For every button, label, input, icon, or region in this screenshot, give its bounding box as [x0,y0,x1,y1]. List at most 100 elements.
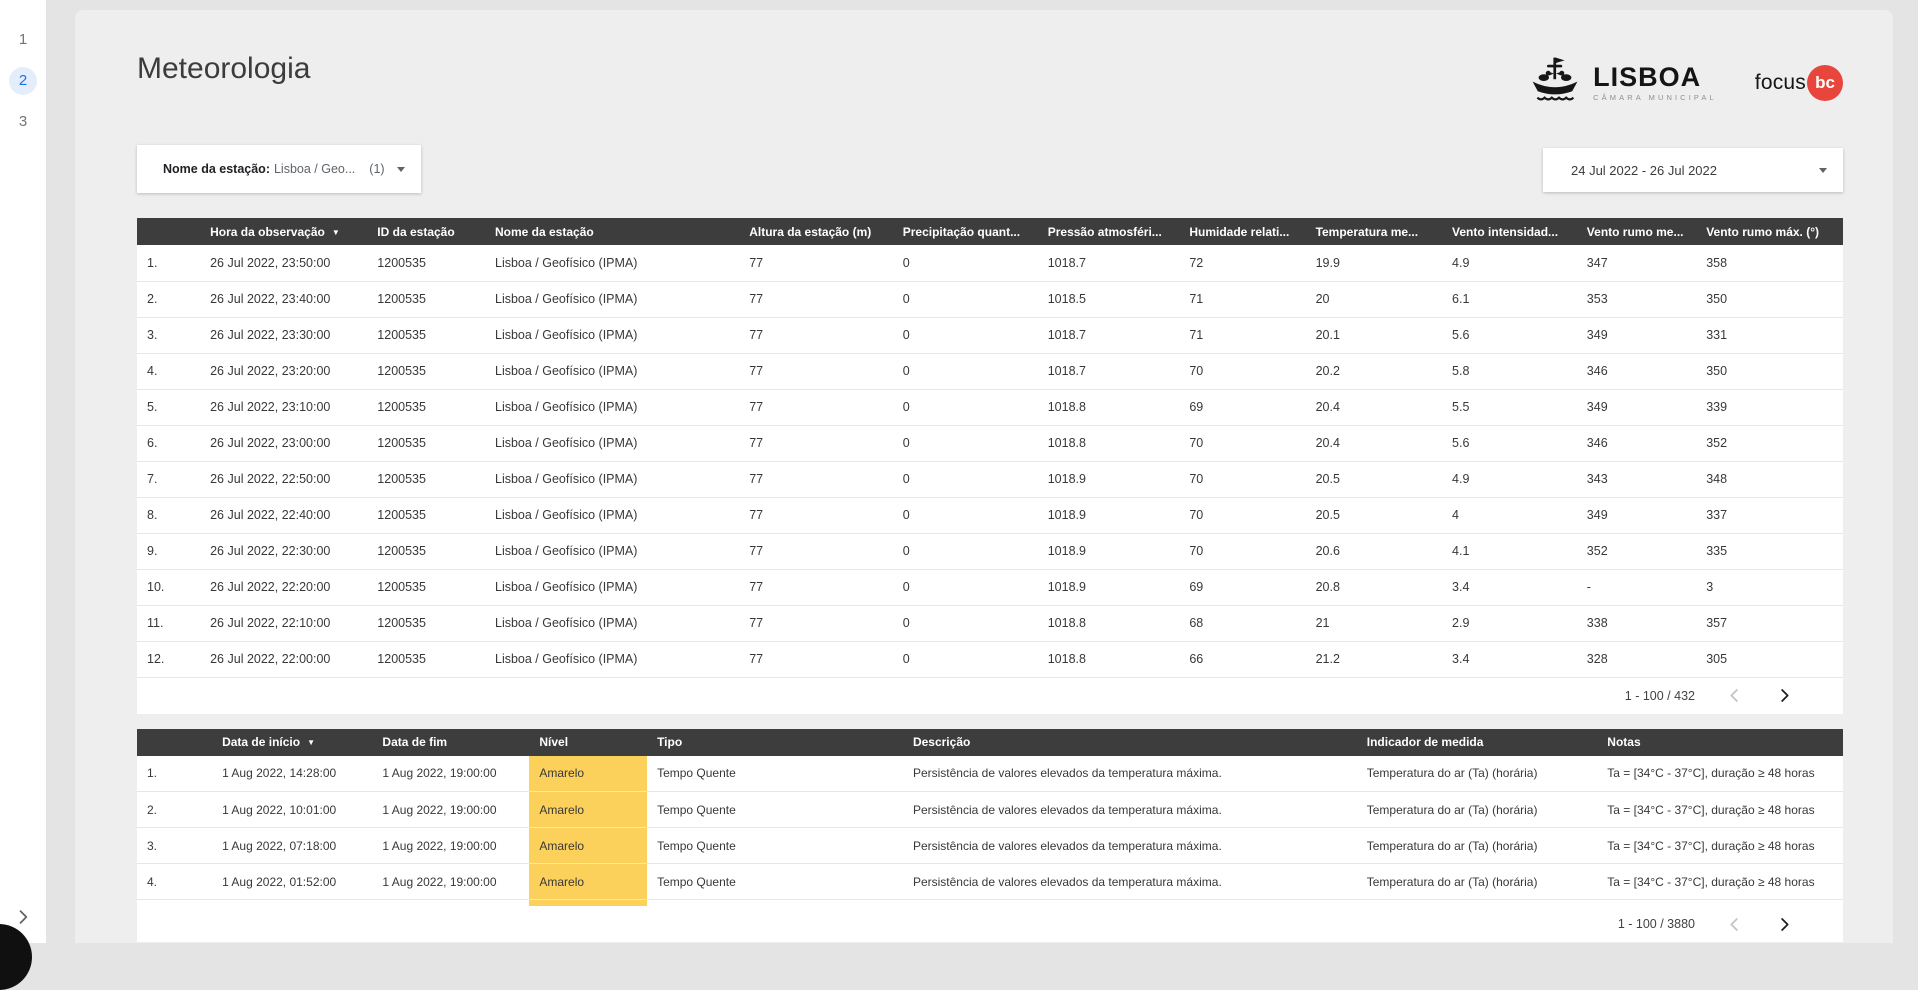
column-header[interactable]: Data de fim [372,729,529,756]
column-header[interactable]: Vento intensidad... [1442,218,1577,245]
column-header[interactable] [137,729,212,756]
column-header[interactable]: Humidade relati... [1179,218,1305,245]
chevron-left-icon [1725,915,1745,934]
table-cell: Lisboa / Geofísico (IPMA) [485,389,739,425]
table-cell: 1. [137,245,200,281]
column-header[interactable]: Pressão atmosféri... [1038,218,1180,245]
table-cell: 4. [137,864,212,900]
table-cell: 0 [893,425,1038,461]
sidebar-expand-button[interactable] [13,907,33,927]
table-cell: 4.1 [1442,533,1577,569]
prev-page-button[interactable] [1725,914,1745,934]
table-row: 10.26 Jul 2022, 22:20:001200535Lisboa / … [137,569,1843,605]
next-page-button[interactable] [1775,914,1795,934]
table-cell: 21.2 [1306,641,1442,677]
table-cell: Temperatura do ar (Ta) (horária) [1357,828,1598,864]
table-cell: 352 [1696,425,1843,461]
table-cell: Persistência de valores elevados da temp… [903,828,1357,864]
focusbc-logo-badge: bc [1807,65,1843,101]
table-row: 5.26 Jul 2022, 23:10:001200535Lisboa / G… [137,389,1843,425]
column-header[interactable]: Altura da estação (m) [739,218,893,245]
column-header[interactable]: Hora da observação▼ [200,218,367,245]
date-range-picker[interactable]: 24 Jul 2022 - 26 Jul 2022 [1543,148,1843,192]
table-cell: 77 [739,641,893,677]
table-cell: 77 [739,281,893,317]
table-cell: 1200535 [367,641,485,677]
table-cell: 26 Jul 2022, 22:00:00 [200,641,367,677]
prev-page-button[interactable] [1725,686,1745,706]
table-cell: 343 [1577,461,1696,497]
table-cell: 1200535 [367,281,485,317]
table-header-row: Hora da observação▼ID da estaçãoNome da … [137,218,1843,245]
table-cell: 348 [1696,461,1843,497]
table-cell: 1 Aug 2022, 14:28:00 [212,756,372,792]
column-header[interactable] [137,218,200,245]
page-nav-item-1[interactable]: 1 [9,26,37,54]
table-cell: 1018.8 [1038,425,1180,461]
station-filter-value: Lisboa / Geo... [274,162,355,176]
column-header[interactable]: Data de início▼ [212,729,372,756]
table-cell: 20.6 [1306,533,1442,569]
table-cell: 26 Jul 2022, 23:10:00 [200,389,367,425]
table-cell: 1018.8 [1038,605,1180,641]
table-row: 8.26 Jul 2022, 22:40:001200535Lisboa / G… [137,497,1843,533]
column-header[interactable]: Descrição [903,729,1357,756]
table-cell: - [1577,569,1696,605]
table-cell: 5.6 [1442,425,1577,461]
table-row: 7.26 Jul 2022, 22:50:001200535Lisboa / G… [137,461,1843,497]
table-cell: 1 Aug 2022, 19:00:00 [372,864,529,900]
column-header[interactable]: Temperatura me... [1306,218,1442,245]
table-cell: 347 [1577,245,1696,281]
table-cell: 26 Jul 2022, 22:30:00 [200,533,367,569]
table-cell: 7. [137,461,200,497]
column-header[interactable]: Vento rumo me... [1577,218,1696,245]
table-cell: 0 [893,605,1038,641]
chevron-right-icon [13,907,33,927]
station-filter-dropdown[interactable]: Nome da estação: Lisboa / Geo... (1) [137,145,421,193]
chevron-left-icon [1725,686,1745,705]
table-cell: Lisboa / Geofísico (IPMA) [485,497,739,533]
column-header[interactable]: Notas [1597,729,1843,756]
table-cell: 69 [1179,389,1305,425]
next-page-button[interactable] [1775,686,1795,706]
table-cell: 0 [893,281,1038,317]
table-cell: 0 [893,245,1038,281]
table-cell: 358 [1696,245,1843,281]
table-cell: Lisboa / Geofísico (IPMA) [485,353,739,389]
table-cell: 349 [1577,389,1696,425]
table-cell: Ta = [34°C - 37°C], duração ≥ 48 horas [1597,792,1843,828]
table-cell: 346 [1577,353,1696,389]
column-header[interactable]: ID da estação [367,218,485,245]
table-cell: 3.4 [1442,641,1577,677]
table-cell: 346 [1577,425,1696,461]
table-cell: 1200535 [367,605,485,641]
page-nav-item-3[interactable]: 3 [9,108,37,136]
table-cell: 71 [1179,317,1305,353]
controls-row: Nome da estação: Lisboa / Geo... (1) 24 … [137,145,1843,193]
table-cell: 1018.7 [1038,353,1180,389]
pagination-range-label: 1 - 100 / 432 [1625,689,1695,703]
table-cell: 1200535 [367,533,485,569]
table-cell: 1018.9 [1038,497,1180,533]
table-cell: 11. [137,605,200,641]
page-nav-item-2[interactable]: 2 [9,67,37,95]
table-cell: 77 [739,245,893,281]
table-cell: 1018.8 [1038,389,1180,425]
station-filter-count: (1) [369,162,384,176]
table-cell: 1200535 [367,389,485,425]
column-header[interactable]: Nível [529,729,647,756]
table-cell: 1018.7 [1038,245,1180,281]
table-cell: 0 [893,353,1038,389]
column-header[interactable]: Precipitação quant... [893,218,1038,245]
column-header[interactable]: Nome da estação [485,218,739,245]
table-cell: 70 [1179,425,1305,461]
page-nav-sidebar: 1 2 3 [0,0,46,943]
observations-table-pagination: 1 - 100 / 432 [137,678,1843,714]
table-cell: Lisboa / Geofísico (IPMA) [485,641,739,677]
column-header[interactable]: Vento rumo máx. (°) [1696,218,1843,245]
table-cell: 77 [739,317,893,353]
column-header[interactable]: Tipo [647,729,903,756]
table-cell: Lisboa / Geofísico (IPMA) [485,317,739,353]
table-cell: 5.5 [1442,389,1577,425]
column-header[interactable]: Indicador de medida [1357,729,1598,756]
